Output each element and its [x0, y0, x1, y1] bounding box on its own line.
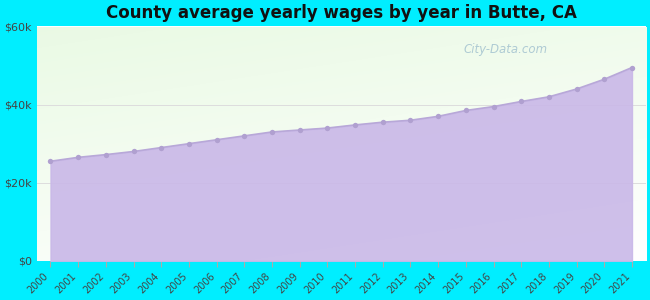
Point — [73, 155, 83, 160]
Point — [294, 128, 305, 132]
Point — [405, 118, 415, 123]
Point — [516, 99, 526, 104]
Point — [211, 137, 222, 142]
Point — [239, 134, 250, 138]
Text: City-Data.com: City-Data.com — [463, 43, 547, 56]
Point — [433, 114, 443, 119]
Point — [128, 149, 138, 154]
Point — [156, 145, 166, 150]
Point — [322, 126, 333, 130]
Point — [350, 122, 360, 127]
Point — [488, 104, 499, 109]
Point — [571, 87, 582, 92]
Point — [543, 94, 554, 99]
Title: County average yearly wages by year in Butte, CA: County average yearly wages by year in B… — [106, 4, 577, 22]
Point — [266, 130, 277, 134]
Point — [101, 152, 111, 157]
Point — [378, 120, 388, 124]
Point — [184, 141, 194, 146]
Point — [627, 65, 637, 70]
Point — [46, 159, 56, 164]
Point — [461, 108, 471, 113]
Point — [599, 77, 610, 82]
